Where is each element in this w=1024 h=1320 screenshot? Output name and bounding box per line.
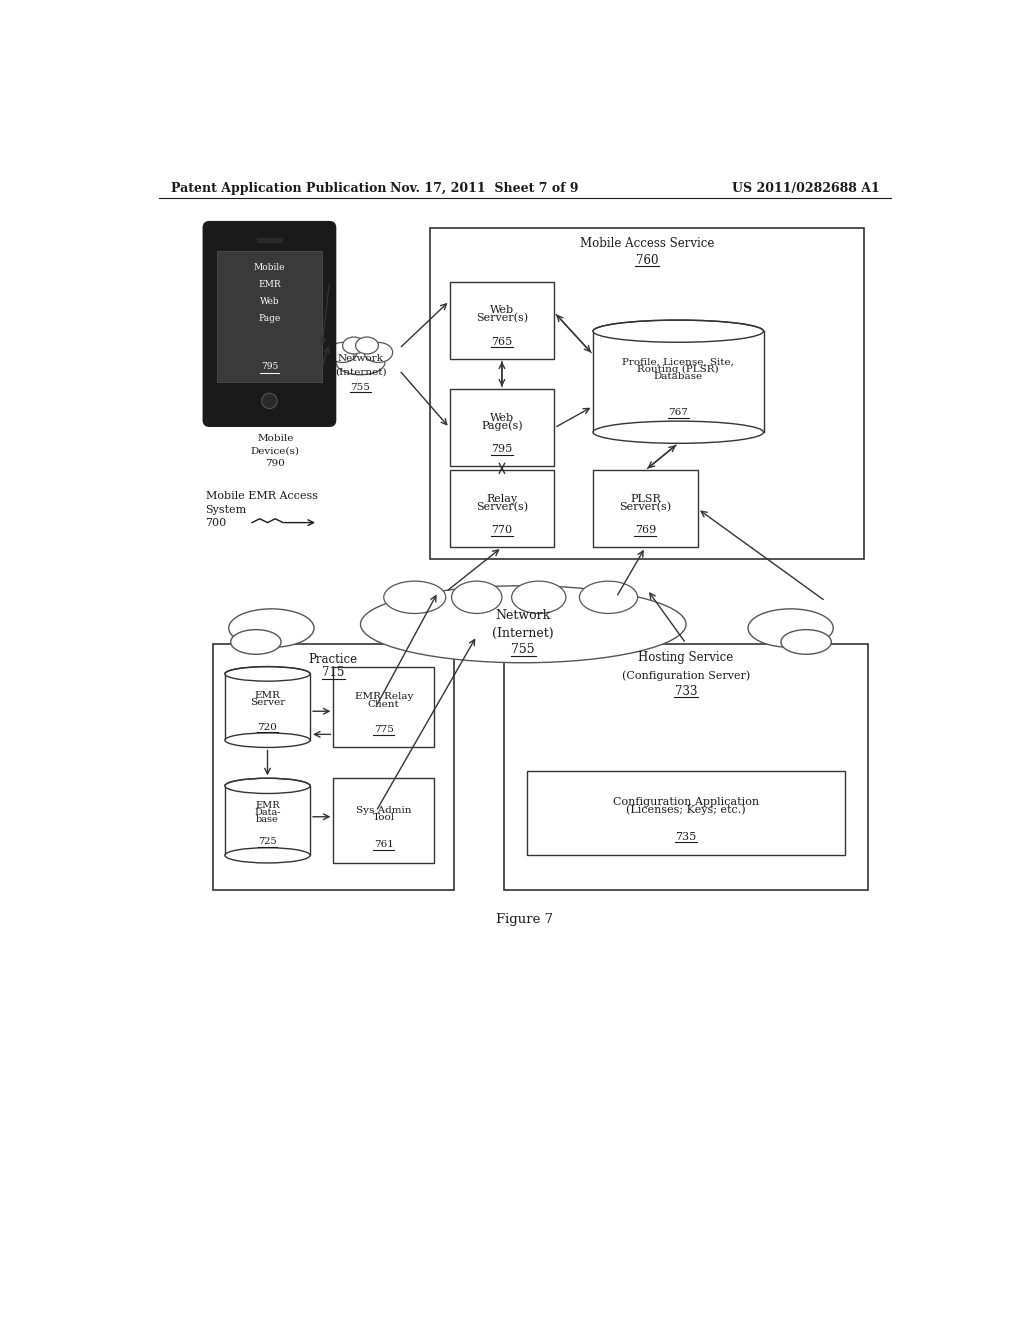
Text: EMR: EMR [255, 801, 280, 809]
Ellipse shape [365, 342, 392, 363]
Text: (Configuration Server): (Configuration Server) [622, 671, 751, 681]
Text: Nov. 17, 2011  Sheet 7 of 9: Nov. 17, 2011 Sheet 7 of 9 [390, 182, 579, 194]
Text: Routing (PLSR): Routing (PLSR) [637, 364, 719, 374]
Text: Practice: Practice [309, 653, 358, 665]
Ellipse shape [355, 337, 379, 354]
Ellipse shape [512, 581, 566, 614]
Text: Web: Web [260, 297, 280, 306]
Ellipse shape [225, 779, 310, 793]
Text: Profile, License, Site,: Profile, License, Site, [623, 358, 734, 367]
Text: 720: 720 [258, 723, 278, 731]
Bar [504, 644, 868, 890]
Ellipse shape [228, 609, 314, 647]
Text: 790: 790 [265, 459, 286, 467]
Text: Device(s): Device(s) [251, 446, 300, 455]
Bar [450, 281, 554, 359]
Bar [334, 779, 434, 863]
Text: US 2011/0282688 A1: US 2011/0282688 A1 [732, 182, 880, 194]
Text: 760: 760 [636, 253, 658, 267]
Bar [334, 667, 434, 747]
Text: Patent Application Publication: Patent Application Publication [171, 182, 386, 194]
Text: Network: Network [338, 354, 383, 363]
Text: Mobile Access Service: Mobile Access Service [580, 238, 715, 249]
Text: 700: 700 [206, 517, 226, 528]
Bar [225, 675, 310, 741]
Bar [450, 389, 554, 466]
Text: base: base [256, 814, 279, 824]
Text: PLSR: PLSR [630, 494, 660, 504]
Text: EMR Relay: EMR Relay [354, 692, 413, 701]
Bar [257, 238, 282, 242]
Text: 769: 769 [635, 525, 656, 536]
Text: Configuration Application: Configuration Application [613, 797, 759, 807]
Text: 765: 765 [492, 337, 513, 347]
Ellipse shape [452, 581, 502, 614]
Text: Server: Server [250, 698, 285, 708]
FancyBboxPatch shape [204, 222, 335, 425]
Ellipse shape [336, 350, 385, 375]
Text: EMR: EMR [258, 280, 281, 289]
Ellipse shape [360, 586, 686, 663]
Text: Client: Client [368, 700, 399, 709]
Text: Server(s): Server(s) [476, 313, 528, 323]
Bar [593, 470, 697, 548]
Text: 775: 775 [374, 725, 393, 734]
Text: EMR: EMR [255, 690, 281, 700]
Ellipse shape [329, 342, 356, 363]
Text: Sys Admin: Sys Admin [356, 805, 412, 814]
Ellipse shape [593, 321, 764, 342]
Ellipse shape [580, 581, 638, 614]
Text: Data-: Data- [254, 808, 281, 817]
Text: (Internet): (Internet) [493, 627, 554, 640]
Text: Database: Database [653, 372, 702, 381]
Text: Mobile: Mobile [257, 434, 294, 444]
Text: Web: Web [489, 305, 514, 315]
Text: 795: 795 [492, 445, 513, 454]
Text: Web: Web [489, 413, 514, 422]
Text: Page: Page [258, 314, 281, 323]
Bar [430, 228, 864, 558]
Text: 761: 761 [374, 840, 393, 849]
Text: Network: Network [496, 609, 551, 622]
Text: 733: 733 [675, 685, 697, 698]
Bar [527, 771, 845, 855]
Ellipse shape [781, 630, 831, 655]
Text: Mobile EMR Access: Mobile EMR Access [206, 491, 317, 500]
Bar [217, 251, 322, 381]
Text: 755: 755 [350, 383, 371, 392]
Ellipse shape [748, 609, 834, 647]
Bar [450, 470, 554, 548]
Circle shape [262, 393, 278, 409]
Text: 725: 725 [258, 837, 276, 846]
Text: (Licenses; Keys; etc.): (Licenses; Keys; etc.) [627, 805, 745, 816]
Text: Figure 7: Figure 7 [497, 913, 553, 927]
Text: 755: 755 [511, 643, 536, 656]
Text: Server(s): Server(s) [476, 502, 528, 512]
Text: Tool: Tool [373, 813, 395, 822]
Text: 735: 735 [676, 832, 696, 842]
Ellipse shape [225, 667, 310, 681]
Text: Mobile: Mobile [254, 263, 286, 272]
Ellipse shape [593, 421, 764, 444]
Text: 795: 795 [261, 362, 279, 371]
Bar [593, 331, 764, 432]
Text: 715: 715 [323, 667, 344, 680]
Ellipse shape [225, 847, 310, 863]
Bar [213, 644, 454, 890]
Text: Relay: Relay [486, 494, 517, 504]
Text: 767: 767 [669, 408, 688, 417]
Ellipse shape [230, 630, 281, 655]
Text: 770: 770 [492, 525, 512, 536]
Text: (Internet): (Internet) [335, 368, 386, 378]
Ellipse shape [343, 337, 366, 354]
Text: Hosting Service: Hosting Service [638, 651, 733, 664]
Ellipse shape [225, 733, 310, 747]
Bar [225, 785, 310, 855]
Text: Page(s): Page(s) [481, 421, 522, 432]
Ellipse shape [384, 581, 445, 614]
Text: Server(s): Server(s) [620, 502, 672, 512]
Text: System: System [206, 504, 247, 515]
